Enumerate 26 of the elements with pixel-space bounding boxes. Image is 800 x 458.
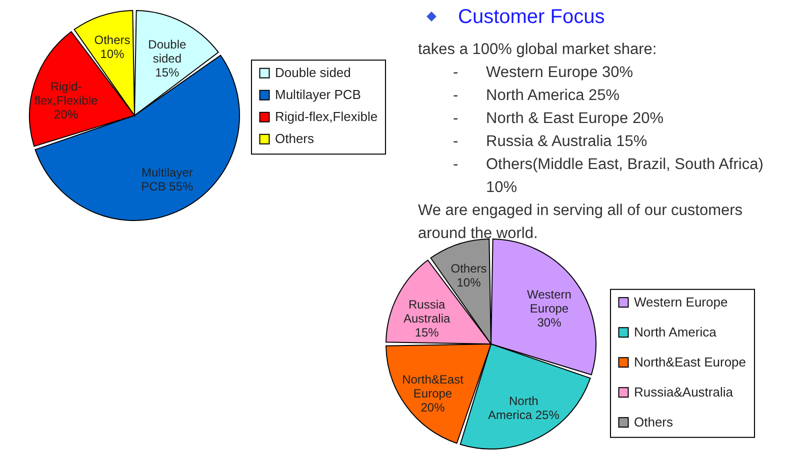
text: takes a 100% global market share: <box>418 40 658 60</box>
legend-label: Others <box>275 131 315 146</box>
data-label: Double sided 15% <box>148 37 187 80</box>
text: Customer Focus <box>457 5 606 30</box>
text: - North America 25% <box>453 87 620 104</box>
legend-label: North&East Europe <box>634 354 746 370</box>
legend-label: North America <box>634 324 718 340</box>
legend-label: Others <box>634 414 674 430</box>
text: - Others(Middle East, Brazil, South Africa) 10% <box>453 156 764 196</box>
text: - Western Europe 30% <box>453 64 634 81</box>
data-label: Others 10% <box>94 33 130 62</box>
legend-label: Rigid-flex,Flexible <box>275 109 378 124</box>
data-label: Rigid- flex,Flexible 20% <box>34 79 98 122</box>
data-label: North America 25% <box>488 394 560 422</box>
data-label: Western Europe 30% <box>527 288 572 330</box>
legend-label: Russia&Australia <box>634 384 734 400</box>
data-label: Others 10% <box>450 262 487 290</box>
text: - Russia & Australia 15% <box>453 133 648 150</box>
text: We are engaged in serving all of our customers around the world. <box>418 201 744 244</box>
legend-label: Multilayer PCB <box>275 87 361 102</box>
data-label: Russia Australia 15% <box>404 297 451 340</box>
data-label: Multilayer PCB 55% <box>141 166 194 194</box>
legend-label: Western Europe <box>634 294 728 310</box>
legend-label: Double sided <box>275 65 351 80</box>
text: - North & East Europe 20% <box>453 110 664 127</box>
data-label: North&East Europe 20% <box>402 372 464 414</box>
